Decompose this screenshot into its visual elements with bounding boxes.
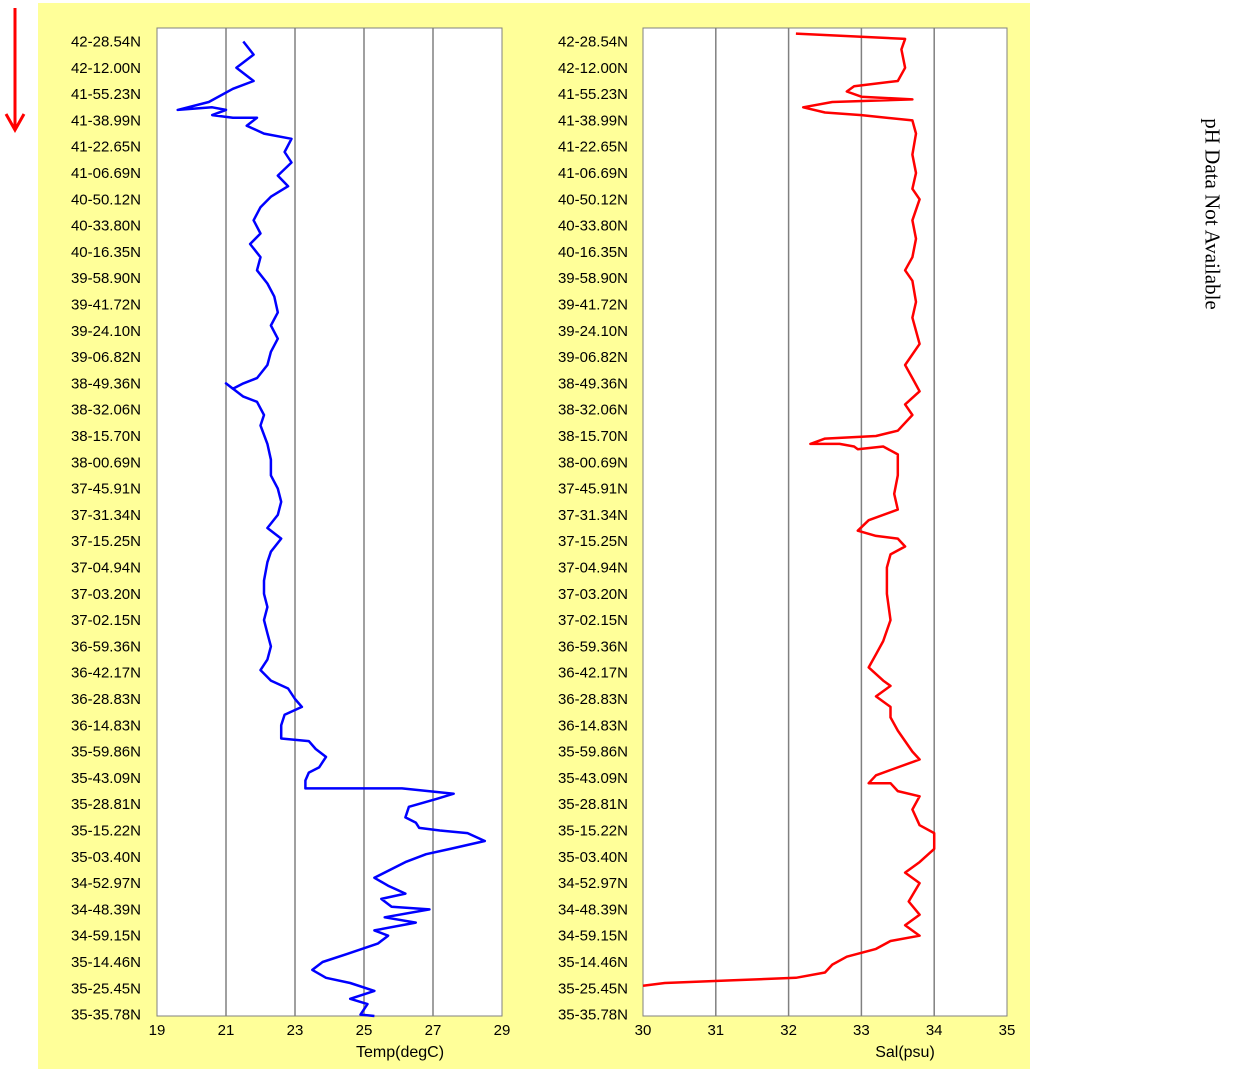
sal-y-tick-label: 37-45.91N	[558, 481, 628, 498]
sal-y-tick-label: 40-33.80N	[558, 218, 628, 235]
sal-y-tick-label: 35-15.22N	[558, 823, 628, 840]
sal-y-tick-label: 39-58.90N	[558, 270, 628, 287]
temp-y-tick-label: 41-38.99N	[71, 112, 141, 129]
temp-x-tick-label: 29	[494, 1022, 511, 1039]
temp-y-tick-label: 35-28.81N	[71, 796, 141, 813]
temp-y-tick-label: 35-14.46N	[71, 954, 141, 971]
temp-y-tick-label: 36-14.83N	[71, 717, 141, 734]
temp-y-tick-label: 37-02.15N	[71, 612, 141, 629]
sal-y-tick-label: 35-25.45N	[558, 980, 628, 997]
temp-y-tick-label: 34-59.15N	[71, 928, 141, 945]
temp-y-tick-label: 36-42.17N	[71, 665, 141, 682]
sal-y-tick-label: 35-03.40N	[558, 849, 628, 866]
sal-y-tick-label: 39-41.72N	[558, 297, 628, 314]
sal-y-tick-label: 36-42.17N	[558, 665, 628, 682]
temp-y-tick-label: 39-41.72N	[71, 297, 141, 314]
sal-y-tick-label: 35-35.78N	[558, 1007, 628, 1024]
temp-x-tick-label: 23	[287, 1022, 304, 1039]
temp-x-axis-label: Temp(degC)	[356, 1044, 444, 1061]
temp-y-tick-label: 40-33.80N	[71, 218, 141, 235]
sal-y-tick-label: 38-49.36N	[558, 375, 628, 392]
sal-y-tick-label: 42-12.00N	[558, 60, 628, 77]
temp-x-tick-label: 25	[356, 1022, 373, 1039]
temp-y-tick-label: 40-50.12N	[71, 191, 141, 208]
sal-y-tick-label: 41-22.65N	[558, 139, 628, 156]
sal-x-tick-label: 33	[853, 1022, 870, 1039]
sal-y-tick-label: 35-59.86N	[558, 744, 628, 761]
sal-y-tick-label: 35-43.09N	[558, 770, 628, 787]
temp-y-tick-label: 37-04.94N	[71, 560, 141, 577]
temp-y-tick-label: 40-16.35N	[71, 244, 141, 261]
temp-y-tick-label: 39-06.82N	[71, 349, 141, 366]
sal-y-tick-label: 37-15.25N	[558, 533, 628, 550]
temp-y-tick-label: 41-22.65N	[71, 139, 141, 156]
sal-y-tick-label: 34-52.97N	[558, 875, 628, 892]
sal-y-tick-label: 39-06.82N	[558, 349, 628, 366]
temp-y-tick-label: 42-28.54N	[71, 34, 141, 51]
sal-y-tick-label: 41-55.23N	[558, 86, 628, 103]
ph-note-text: pH Data Not Available	[1200, 118, 1225, 310]
sal-y-tick-label: 36-14.83N	[558, 717, 628, 734]
sal-y-tick-label: 38-00.69N	[558, 454, 628, 471]
sal-series-line	[642, 32, 936, 987]
down-arrow-icon	[4, 8, 26, 134]
sal-y-tick-label: 37-31.34N	[558, 507, 628, 524]
sal-y-tick-label: 38-15.70N	[558, 428, 628, 445]
sal-y-tick-label: 38-32.06N	[558, 402, 628, 419]
sal-y-tick-label: 41-06.69N	[558, 165, 628, 182]
temp-y-tick-label: 39-58.90N	[71, 270, 141, 287]
sal-y-tick-label: 36-28.83N	[558, 691, 628, 708]
temp-y-tick-label: 41-55.23N	[71, 86, 141, 103]
sal-x-axis-label: Sal(psu)	[875, 1044, 935, 1061]
sal-x-tick-label: 35	[999, 1022, 1016, 1039]
temp-y-tick-label: 38-00.69N	[71, 454, 141, 471]
temp-x-tick-label: 27	[425, 1022, 442, 1039]
temp-x-tick-label: 19	[149, 1022, 166, 1039]
temp-y-tick-label: 35-03.40N	[71, 849, 141, 866]
sal-y-tick-label: 37-03.20N	[558, 586, 628, 603]
temp-y-tick-label: 35-43.09N	[71, 770, 141, 787]
temp-y-tick-label: 38-49.36N	[71, 375, 141, 392]
temp-y-tick-label: 38-15.70N	[71, 428, 141, 445]
sal-y-tick-label: 35-28.81N	[558, 796, 628, 813]
temp-y-tick-label: 37-03.20N	[71, 586, 141, 603]
temp-x-tick-label: 21	[218, 1022, 235, 1039]
sal-x-tick-label: 30	[635, 1022, 652, 1039]
temp-y-tick-label: 39-24.10N	[71, 323, 141, 340]
sal-y-tick-label: 42-28.54N	[558, 34, 628, 51]
sal-y-tick-label: 34-48.39N	[558, 901, 628, 918]
sal-x-tick-label: 31	[707, 1022, 724, 1039]
sal-y-tick-label: 40-50.12N	[558, 191, 628, 208]
temp-y-tick-label: 35-59.86N	[71, 744, 141, 761]
temp-series-line	[176, 40, 487, 1018]
sal-y-tick-label: 34-59.15N	[558, 928, 628, 945]
temp-y-tick-label: 35-25.45N	[71, 980, 141, 997]
temp-y-tick-label: 37-15.25N	[71, 533, 141, 550]
sal-x-tick-label: 34	[926, 1022, 943, 1039]
sal-y-tick-label: 35-14.46N	[558, 954, 628, 971]
sal-y-tick-label: 37-02.15N	[558, 612, 628, 629]
temp-y-tick-label: 37-45.91N	[71, 481, 141, 498]
temp-y-tick-label: 35-35.78N	[71, 1007, 141, 1024]
sal-x-tick-label: 32	[780, 1022, 797, 1039]
temp-y-tick-label: 42-12.00N	[71, 60, 141, 77]
temp-y-tick-label: 37-31.34N	[71, 507, 141, 524]
sal-y-tick-label: 37-04.94N	[558, 560, 628, 577]
sal-y-tick-label: 39-24.10N	[558, 323, 628, 340]
temp-y-tick-label: 36-59.36N	[71, 638, 141, 655]
temp-y-tick-label: 34-52.97N	[71, 875, 141, 892]
temp-y-tick-label: 35-15.22N	[71, 823, 141, 840]
sal-y-tick-label: 40-16.35N	[558, 244, 628, 261]
temp-y-tick-label: 41-06.69N	[71, 165, 141, 182]
sal-y-tick-label: 41-38.99N	[558, 112, 628, 129]
temp-y-tick-label: 34-48.39N	[71, 901, 141, 918]
temp-y-tick-label: 36-28.83N	[71, 691, 141, 708]
sal-y-tick-label: 36-59.36N	[558, 638, 628, 655]
temp-y-tick-label: 38-32.06N	[71, 402, 141, 419]
sal-plot-area	[642, 27, 1008, 1017]
